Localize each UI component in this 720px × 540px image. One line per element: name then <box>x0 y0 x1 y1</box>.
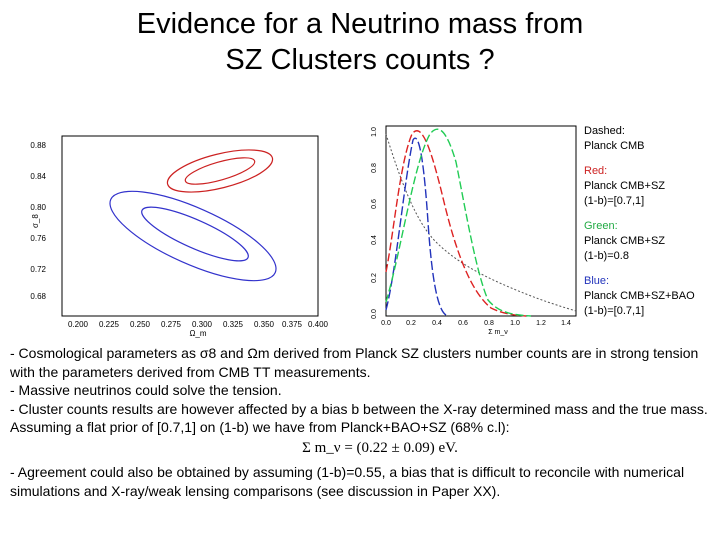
xtick-label: 1.0 <box>510 320 520 327</box>
xtick-label: 0.6 <box>458 320 468 327</box>
ytick-label: 0.84 <box>30 172 46 181</box>
ytick-label: 0.8 <box>371 163 378 173</box>
legend-dashed: Dashed: Planck CMB <box>584 124 720 154</box>
title-line-2: SZ Clusters counts ? <box>225 44 495 76</box>
legend-red-desc-1: Planck CMB+SZ <box>584 180 665 192</box>
red-contour-inner <box>184 157 256 185</box>
right-plot-xlabel: Σ m_ν <box>488 329 508 336</box>
xtick-label: 0.375 <box>282 320 303 329</box>
legend-red: Red: Planck CMB+SZ (1-b)=[0.7,1] <box>584 164 720 209</box>
legend-green-desc-1: Planck CMB+SZ <box>584 235 665 247</box>
plot-legend: Dashed: Planck CMB Red: Planck CMB+SZ (1… <box>584 124 720 329</box>
bullet-tension: - Cosmological parameters as σ8 and Ωm d… <box>10 345 699 380</box>
legend-blue: Blue: Planck CMB+SZ+BAO (1-b)=[0.7,1] <box>584 274 720 319</box>
xtick-label: 0.200 <box>68 320 89 329</box>
legend-red-title: Red: <box>584 165 608 177</box>
xtick-label: 0.325 <box>223 320 244 329</box>
ytick-label: 0.68 <box>30 292 46 301</box>
xtick-label: 0.8 <box>484 320 494 327</box>
xtick-label: 0.250 <box>130 320 151 329</box>
xtick-label: 0.0 <box>381 320 391 327</box>
legend-dashed-desc: Planck CMB <box>584 140 645 152</box>
ytick-label: 0.6 <box>371 199 378 209</box>
xtick-label: 0.4 <box>432 320 442 327</box>
legend-green-title: Green: <box>584 220 618 232</box>
neutrino-mass-formula: Σ m_ν = (0.22 ± 0.09) eV. <box>302 439 458 456</box>
bullet-agreement: - Agreement could also be obtained by as… <box>10 464 685 499</box>
blue-contour-outer <box>109 190 277 282</box>
xtick-label: 0.400 <box>308 320 329 329</box>
neutrino-mass-likelihood-plot: 0.0 0.2 0.4 0.6 0.8 1.0 0.0 0.2 0.4 0.6 … <box>371 125 577 336</box>
legend-red-desc-2: (1-b)=[0.7,1] <box>584 195 645 207</box>
blue-likelihood-curve <box>385 137 447 316</box>
left-plot-ylabel: σ_8 <box>31 214 40 228</box>
red-likelihood-curve <box>385 130 527 317</box>
right-plot-yticks: 0.0 0.2 0.4 0.6 0.8 1.0 <box>371 127 378 319</box>
legend-green-desc-2: (1-b)=0.8 <box>584 250 629 262</box>
ytick-label: 0.0 <box>371 309 378 319</box>
legend-blue-desc-2: (1-b)=[0.7,1] <box>584 305 645 317</box>
bullet-bias: - Cluster counts results are however aff… <box>10 400 708 436</box>
ytick-label: 0.2 <box>371 273 378 283</box>
left-plot-frame <box>61 135 319 317</box>
ytick-label: 0.72 <box>30 265 46 274</box>
right-plot-xticks: 0.0 0.2 0.4 0.6 0.8 1.0 1.2 1.4 <box>381 320 571 327</box>
right-plot-frame <box>385 125 577 317</box>
ytick-label: 0.88 <box>30 141 46 150</box>
legend-blue-title: Blue: <box>584 275 610 287</box>
slide-body: - Cosmological parameters as σ8 and Ωm d… <box>10 344 710 500</box>
legend-dashed-title: Dashed: <box>584 125 625 137</box>
legend-green: Green: Planck CMB+SZ (1-b)=0.8 <box>584 219 720 264</box>
xtick-label: 0.225 <box>99 320 120 329</box>
xtick-label: 1.4 <box>561 320 571 327</box>
blue-contour-inner <box>141 206 249 262</box>
sigma8-omegam-contour-plot: 0.88 0.84 0.80 0.76 0.72 0.68 σ_8 0.200 … <box>30 135 329 338</box>
xtick-label: 0.350 <box>254 320 275 329</box>
ytick-label: 1.0 <box>371 127 378 137</box>
bullet-neutrinos: - Massive neutrinos could solve the tens… <box>10 382 282 398</box>
ytick-label: 0.80 <box>30 203 46 212</box>
title-line-1: Evidence for a Neutrino mass from <box>136 8 584 40</box>
dashed-cmb-curve <box>385 133 577 312</box>
xtick-label: 0.2 <box>406 320 416 327</box>
xtick-label: 1.2 <box>536 320 546 327</box>
xtick-label: 0.300 <box>192 320 213 329</box>
red-contour-outer <box>166 149 274 193</box>
left-plot-yticks: 0.88 0.84 0.80 0.76 0.72 0.68 <box>30 141 46 301</box>
xtick-label: 0.275 <box>161 320 182 329</box>
left-plot-xticks: 0.200 0.225 0.250 0.275 0.300 0.325 0.35… <box>68 320 329 329</box>
slide-title: Evidence for a Neutrino mass from SZ Clu… <box>0 6 720 78</box>
green-likelihood-curve <box>385 128 532 317</box>
ytick-label: 0.76 <box>30 234 46 243</box>
ytick-label: 0.4 <box>371 235 378 245</box>
legend-blue-desc-1: Planck CMB+SZ+BAO <box>584 290 695 302</box>
left-plot-xlabel: Ω_m <box>189 329 206 338</box>
